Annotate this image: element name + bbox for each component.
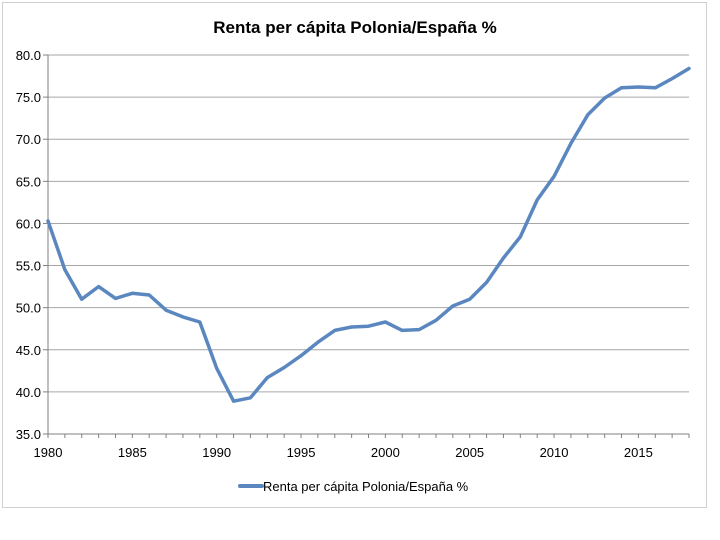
data-point-1990 [215,367,218,370]
data-point-2002 [417,328,421,331]
data-point-1986 [148,293,151,297]
x-tick-label-5: 2005 [455,445,484,460]
data-point-1989 [198,320,202,324]
data-point-1982 [80,298,83,301]
series-line-0 [46,66,691,403]
legend-label: Renta per cápita Polonia/España % [263,479,469,494]
data-point-2011 [569,142,573,145]
y-tick-labels: 35.0 40.0 45.0 50.0 55.0 60.0 65.0 70.0 75.0 80.0 [16,48,41,442]
data-point-2004 [451,304,455,308]
data-point-2005 [468,298,471,301]
data-point-2000 [384,320,387,324]
data-point-1985 [131,292,134,295]
data-point-1980 [46,219,50,223]
x-tick-label-3: 1995 [287,445,316,460]
grid-lines [48,54,689,393]
data-point-2007 [502,256,505,260]
y-tick-label-3: 50.0 [16,301,41,316]
data-point-2018 [687,67,691,70]
data-point-2009 [535,198,539,202]
data-point-2010 [552,175,556,178]
data-point-1998 [350,325,353,329]
data-point-1992 [249,396,252,399]
chart-title: Renta per cápita Polonia/España % [213,18,496,37]
data-point-1988 [181,315,185,319]
y-tick-label-2: 45.0 [16,343,41,358]
data-point-1981 [63,268,67,271]
data-point-1996 [316,340,320,344]
data-point-2013 [603,96,606,100]
data-point-1994 [282,366,286,369]
data-point-2015 [637,85,640,89]
y-tick-label-9: 80.0 [16,48,41,63]
data-point-2008 [519,235,522,239]
y-tick-label-8: 75.0 [16,90,41,105]
data-point-1987 [164,308,168,312]
data-point-1997 [333,329,336,332]
data-point-1995 [299,354,303,357]
x-tick-labels: 1980 1985 1990 1995 2000 2005 2010 2015 [34,445,653,460]
y-tick-label-0: 35.0 [16,427,41,442]
y-tick-label-6: 65.0 [16,174,41,189]
data-point-1993 [266,376,269,379]
data-point-2003 [434,319,438,322]
data-point-1991 [232,399,235,403]
y-tick-label-7: 70.0 [16,132,41,147]
x-tick-label-0: 1980 [34,445,63,460]
x-tick-label-2: 1990 [202,445,231,460]
x-tick-label-4: 2000 [371,445,400,460]
data-point-2017 [670,77,674,80]
data-point-1984 [114,297,117,300]
series-lines [46,66,691,403]
data-point-2001 [401,329,404,332]
axes [43,54,690,438]
x-tick-label-7: 2015 [624,445,653,460]
x-tick-label-6: 2010 [540,445,569,460]
data-point-2012 [586,113,589,116]
y-tick-label-5: 60.0 [16,216,41,231]
data-point-2014 [620,86,623,90]
data-point-2016 [654,86,657,90]
legend: Renta per cápita Polonia/España % [238,479,469,494]
data-point-1983 [97,285,100,288]
chart-frame [2,2,707,508]
y-tick-label-4: 55.0 [16,259,41,274]
x-tick-label-1: 1985 [118,445,147,460]
y-tick-label-1: 40.0 [16,385,41,400]
data-point-2006 [485,281,488,284]
data-point-1999 [367,324,370,328]
